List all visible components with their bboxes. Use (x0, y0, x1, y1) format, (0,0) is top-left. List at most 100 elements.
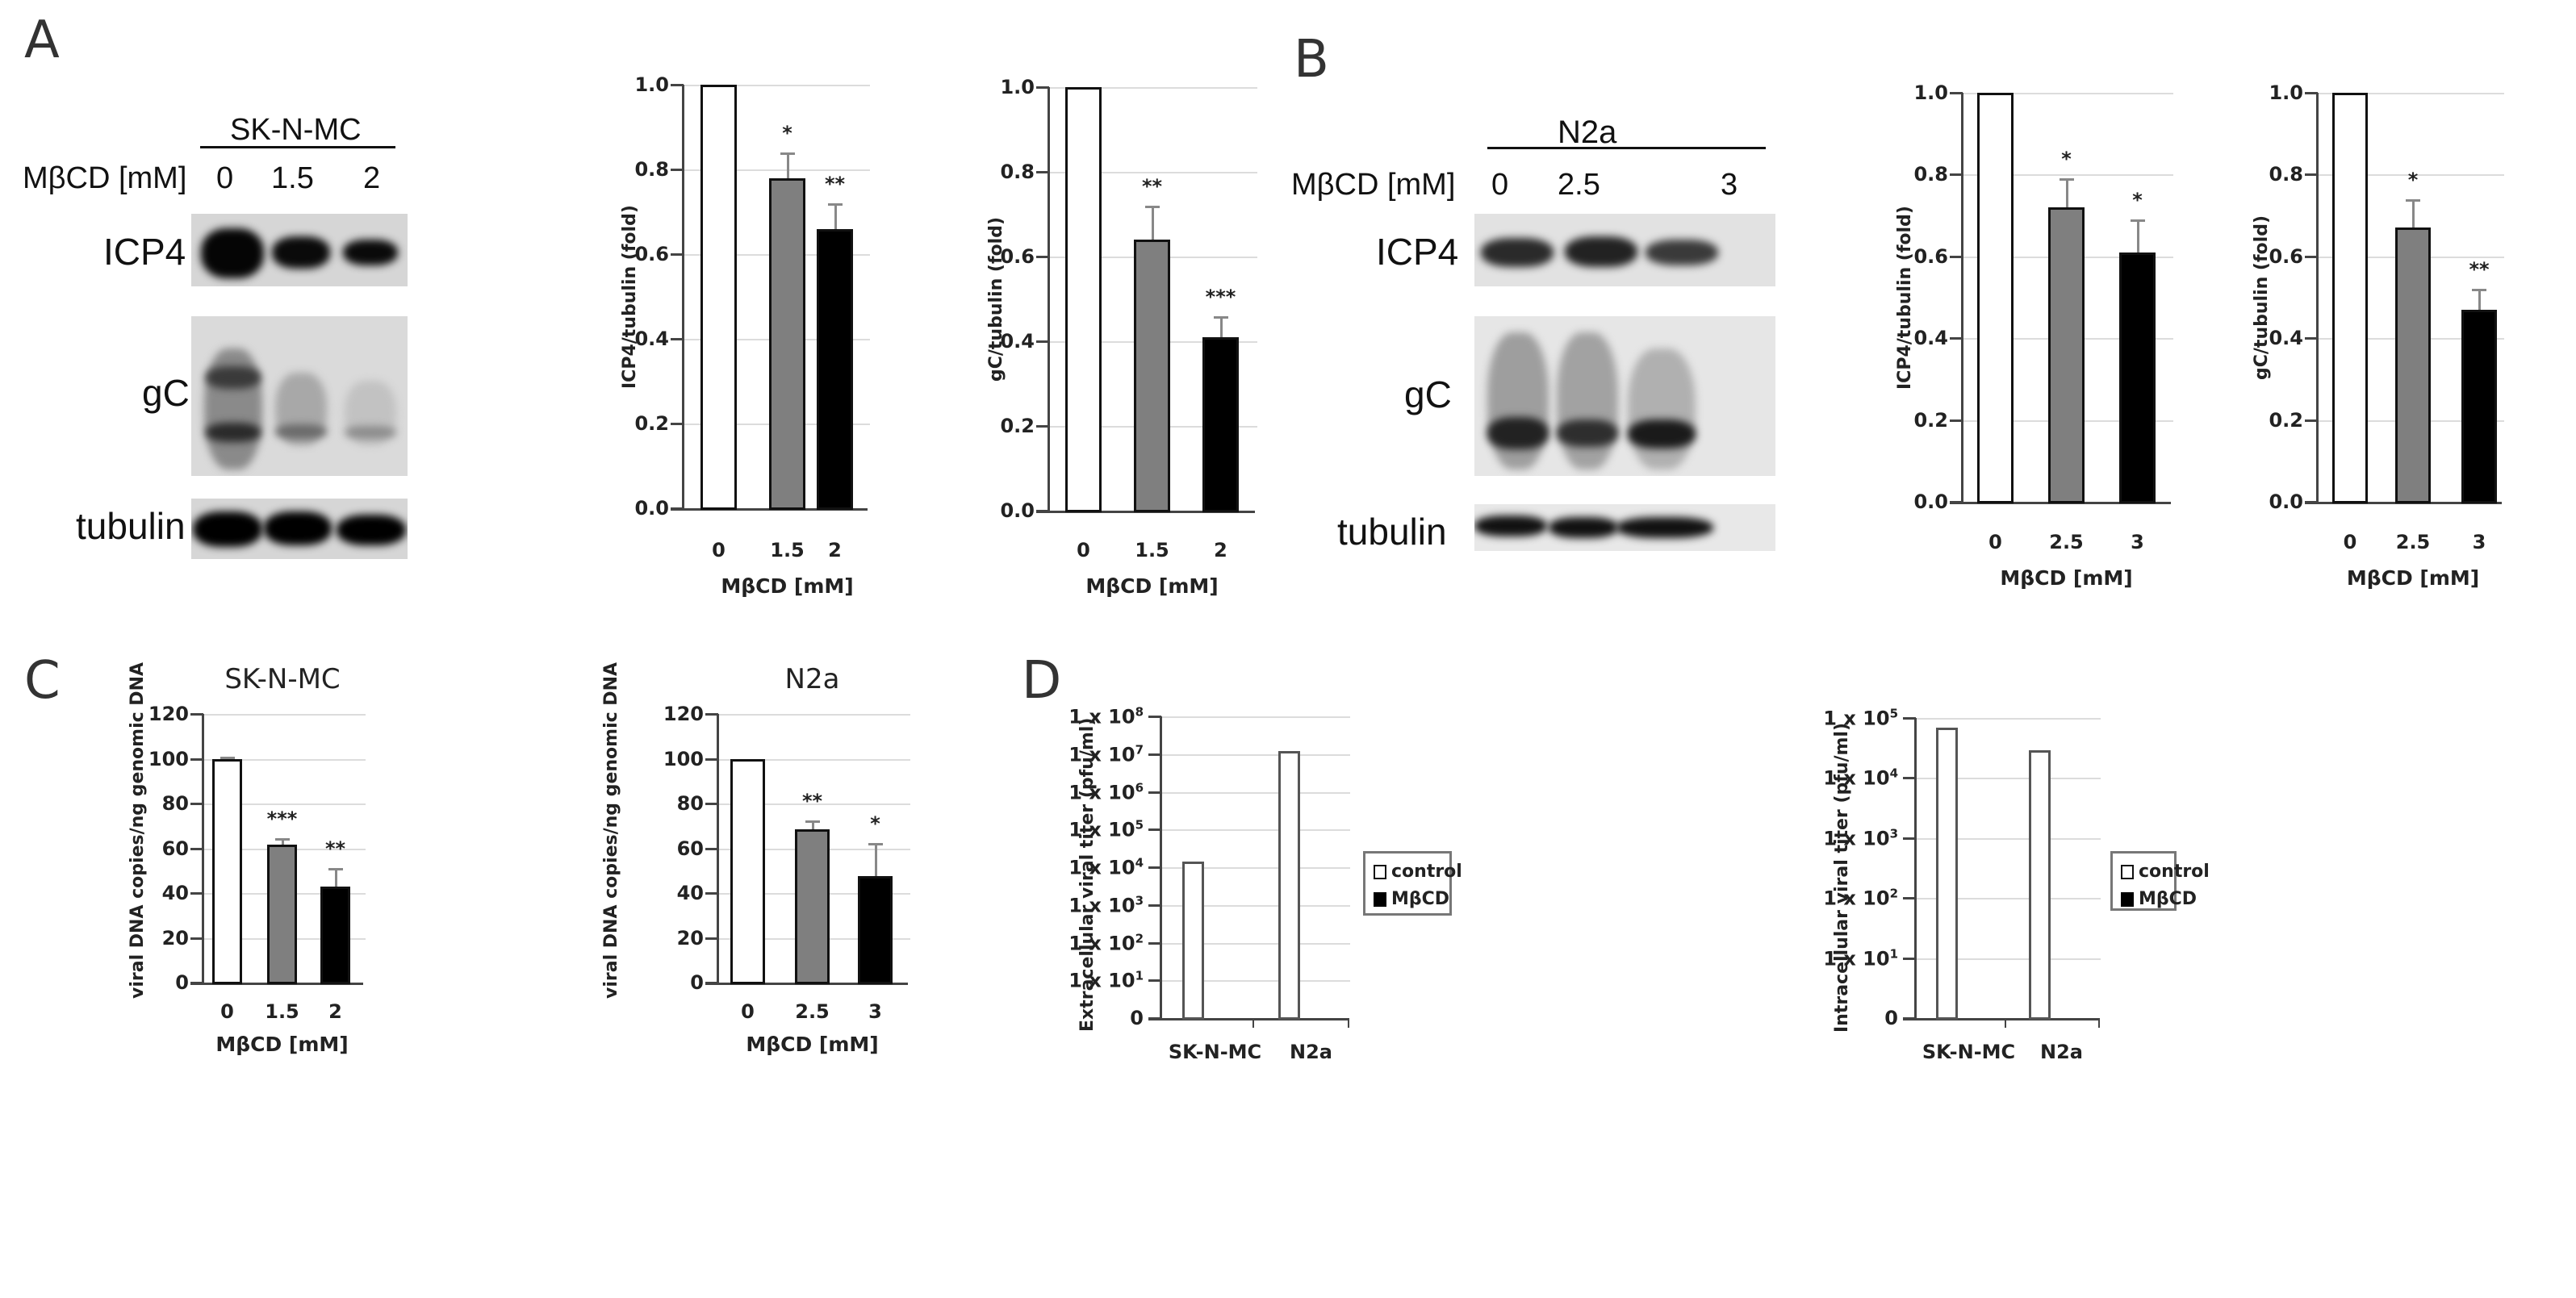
y-tick-mark (2305, 255, 2318, 258)
significance-marker: *** (1205, 285, 1236, 308)
blot-cell-line: N2a (1558, 115, 1617, 150)
gridline (684, 85, 870, 86)
y-tick-mark (705, 892, 718, 895)
bar-black (320, 886, 350, 984)
y-tick-mark (2305, 337, 2318, 340)
y-tick-label: 20 (676, 926, 704, 950)
gridline (1162, 904, 1350, 907)
x-tick-mark (1348, 1018, 1349, 1028)
legend-swatch-white-icon (1374, 864, 1386, 879)
x-tick-label: 2.5 (2395, 531, 2431, 553)
x-tick-label: 2 (828, 539, 842, 561)
y-tick-mark (2305, 92, 2318, 94)
y-tick-mark (671, 169, 684, 171)
y-tick-label: 40 (676, 882, 704, 904)
error-bar-cap (328, 868, 343, 871)
x-axis (1148, 1018, 1348, 1020)
x-tick-label: 0 (1988, 531, 2002, 553)
chart-title: N2a (784, 663, 840, 695)
error-bar-cap (2472, 289, 2486, 292)
y-tick-label: 0.2 (634, 412, 669, 435)
blot-lane-label: 0 (216, 161, 234, 195)
y-tick-label: 40 (161, 882, 189, 904)
y-tick-mark (705, 803, 718, 805)
y-tick-label: 0.2 (1913, 408, 1948, 432)
y-tick-label: 0.4 (1000, 330, 1035, 353)
y-tick-mark (190, 892, 203, 895)
bar-white (730, 758, 765, 984)
blot-lane-label: 2.5 (1558, 168, 1600, 202)
error-bar (334, 868, 337, 887)
gridline (1162, 980, 1350, 983)
bar-white (1977, 93, 2014, 503)
bar-control (1182, 862, 1204, 1020)
x-tick-mark (2098, 1018, 2100, 1028)
error-bar (834, 203, 837, 229)
y-tick-mark (705, 758, 718, 761)
y-axis (682, 85, 684, 510)
gridline (204, 758, 366, 761)
error-bar-cap (1213, 315, 1228, 319)
y-tick-mark (190, 847, 203, 850)
y-tick-label: 1.0 (1913, 81, 1948, 104)
y-axis-label: ICP4/tubulin (fold) (1895, 205, 1915, 390)
x-tick-label: 0 (741, 1000, 755, 1023)
y-tick-mark (705, 713, 718, 716)
gridline (684, 169, 870, 171)
x-tick-label: 2 (328, 1000, 342, 1023)
y-tick-mark (1950, 173, 1963, 177)
y-tick-label: 0.4 (2269, 327, 2303, 350)
blot-strip-gc (1474, 316, 1775, 476)
y-axis (1160, 716, 1162, 1020)
blot-row-label: tubulin (76, 505, 186, 547)
y-tick-mark (1950, 419, 1963, 422)
y-tick-mark (2305, 419, 2318, 422)
y-tick-mark (1036, 86, 1049, 89)
y-tick-label: 0.6 (2269, 244, 2303, 268)
y-axis (1961, 93, 1963, 503)
gridline (1162, 829, 1350, 832)
y-tick-label: 1 x 105 (1068, 817, 1144, 841)
significance-marker: ** (801, 789, 823, 812)
significance-marker: *** (266, 808, 298, 830)
y-tick-label: 0.6 (1000, 245, 1035, 268)
y-tick-mark (1950, 337, 1963, 340)
bar-black (1202, 336, 1239, 512)
legend-item: control (2121, 862, 2210, 882)
x-axis-label: MβCD [mM] (746, 1033, 879, 1056)
y-tick-label: 1 x 101 (1068, 968, 1144, 992)
y-tick-mark (190, 758, 203, 761)
panel-label-a: A (24, 10, 60, 70)
y-tick-label: 1.0 (1000, 76, 1035, 98)
y-tick-mark (1148, 866, 1161, 869)
y-tick-label: 0 (1884, 1007, 1898, 1029)
legend-item: MβCD (1374, 889, 1449, 909)
y-tick-mark (1903, 897, 1916, 900)
bar-black (858, 876, 893, 984)
blot-header-underline (200, 146, 395, 148)
y-axis-label: Intracellular viral titer (pfu/ml) (1832, 722, 1852, 1033)
y-axis (717, 714, 719, 984)
y-tick-label: 0 (1130, 1007, 1144, 1029)
error-bar (786, 152, 789, 178)
chart-title: SK-N-MC (224, 663, 341, 695)
y-tick-label: 0 (175, 971, 189, 994)
y-tick-mark (190, 937, 203, 940)
error-bar-cap (1144, 206, 1160, 208)
x-tick-label: 2 (1214, 539, 1227, 561)
y-tick-label: 1 x 107 (1068, 742, 1144, 766)
x-axis-label: MβCD [mM] (215, 1033, 349, 1056)
y-tick-label: 0.4 (1913, 327, 1948, 350)
gridline (719, 803, 910, 805)
y-tick-label: 1 x 106 (1068, 780, 1144, 803)
y-tick-label: 80 (161, 792, 189, 815)
gridline (1050, 87, 1257, 89)
blot-treatment-label: MβCD [mM] (23, 161, 187, 195)
bar-black (2119, 252, 2156, 503)
error-bar (281, 838, 284, 845)
y-tick-mark (1903, 957, 1916, 960)
y-tick-mark (1148, 753, 1161, 756)
error-bar (874, 842, 877, 877)
gridline (1917, 898, 2101, 900)
y-tick-mark (1950, 255, 1963, 258)
